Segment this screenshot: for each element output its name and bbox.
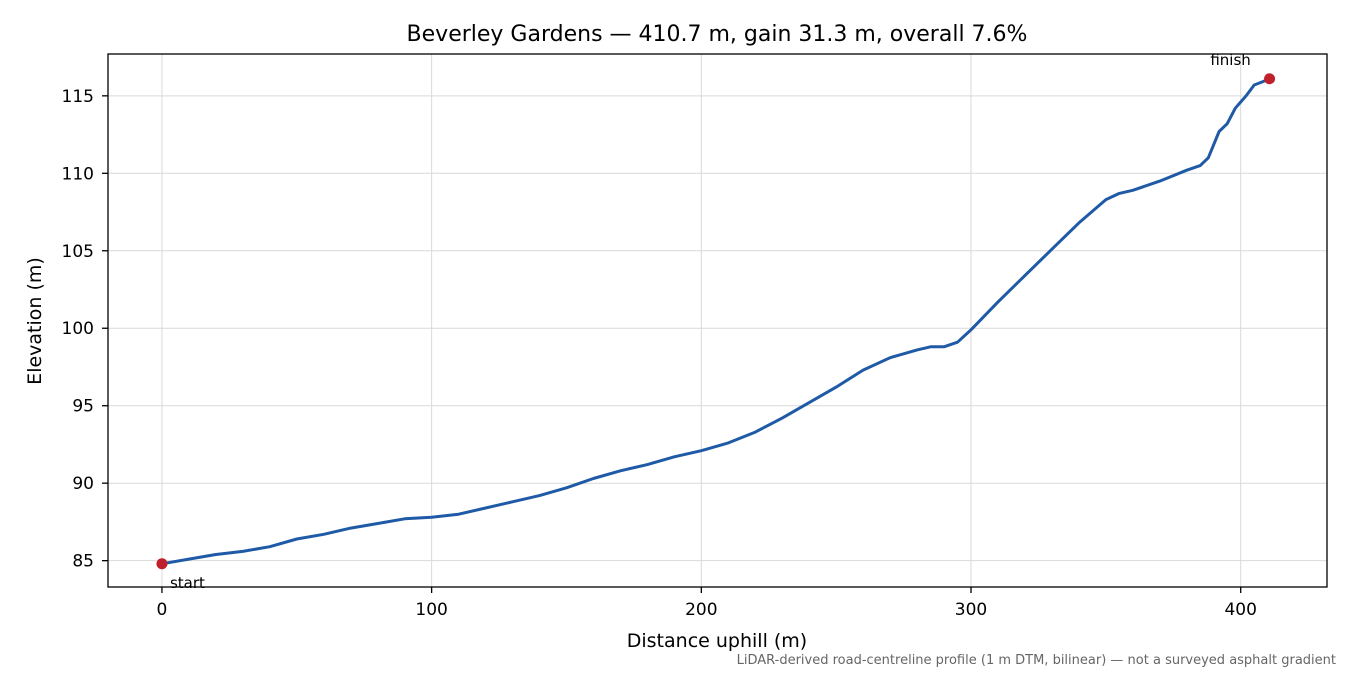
finish-marker [1264,73,1276,85]
y-tick-label: 100 [62,319,94,339]
plot-frame [107,53,1328,588]
grid [108,54,1327,587]
start-marker [156,558,168,570]
axis-ticks: 0 100 200 300 400 85 90 95 100 105 110 115 [62,87,1257,620]
x-tick-label: 200 [685,600,717,620]
elevation-profile-line [160,77,1272,566]
y-tick-label: 110 [62,164,94,184]
x-tick-label: 400 [1224,600,1256,620]
y-axis-label: Elevation (m) [24,257,46,385]
y-tick-label: 95 [72,397,94,417]
y-tick-label: 85 [72,552,94,572]
finish-annotation: finish [1210,51,1250,69]
chart-title: Beverley Gardens — 410.7 m, gain 31.3 m,… [407,22,1028,47]
x-tick-label: 100 [415,600,447,620]
y-tick-label: 105 [62,242,94,262]
start-annotation: start [170,574,205,592]
y-tick-label: 115 [62,87,94,107]
y-tick-label: 90 [72,474,94,494]
footnote: LiDAR-derived road-centreline profile (1… [737,653,1336,668]
endpoint-markers [156,73,1276,570]
x-axis-label: Distance uphill (m) [627,630,807,652]
x-tick-label: 0 [157,600,168,620]
x-tick-label: 300 [955,600,987,620]
